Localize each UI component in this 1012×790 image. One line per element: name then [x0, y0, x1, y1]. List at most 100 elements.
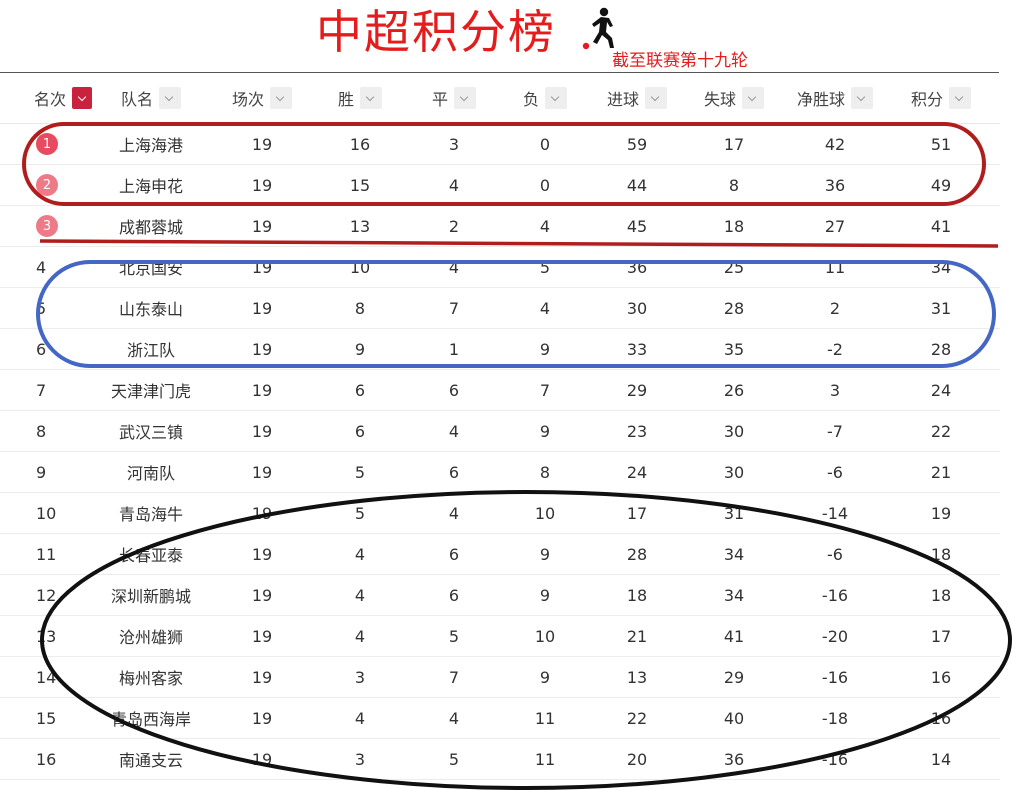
cell-lost: 4 [539, 216, 551, 236]
cell-goals-for: 18 [626, 585, 648, 605]
cell-goal-diff: 27 [824, 216, 846, 236]
column-header-goals-for[interactable]: 进球 [589, 73, 685, 123]
column-header-goal-diff[interactable]: 净胜球 [784, 73, 886, 123]
cell-won: 13 [349, 216, 371, 236]
standings-table: 名次 队名 场次 胜 平 负 进球 失球 [0, 73, 1000, 780]
cell-points: 34 [930, 257, 952, 277]
cell-goals-for: 23 [626, 421, 648, 441]
cell-goals-for: 24 [626, 462, 648, 482]
cell-rank: 14 [36, 667, 57, 687]
sort-dropdown-icon[interactable] [949, 87, 971, 109]
column-header-lost[interactable]: 负 [497, 73, 593, 123]
cell-goal-diff: 36 [824, 175, 846, 195]
table-row[interactable]: 7 天津津门虎 19 6 6 7 29 26 3 24 [0, 370, 1000, 411]
cell-lost: 8 [539, 462, 551, 482]
column-header-goals-against[interactable]: 失球 [686, 73, 782, 123]
cell-points: 21 [930, 462, 952, 482]
cell-goals-against: 30 [723, 421, 745, 441]
table-row[interactable]: 14 梅州客家 19 3 7 9 13 29 -16 16 [0, 657, 1000, 698]
cell-rank: 4 [36, 257, 47, 277]
table-row[interactable]: 1 上海海港 19 16 3 0 59 17 42 51 [0, 124, 1000, 165]
table-row[interactable]: 5 山东泰山 19 8 7 4 30 28 2 31 [0, 288, 1000, 329]
cell-drawn: 6 [448, 462, 460, 482]
cell-goal-diff: -16 [821, 585, 849, 605]
cell-goal-diff: -2 [827, 339, 843, 359]
sort-dropdown-icon[interactable] [270, 87, 292, 109]
cell-goal-diff: -16 [821, 667, 849, 687]
cell-team: 成都蓉城 [118, 218, 183, 237]
cell-goals-for: 22 [626, 708, 648, 728]
table-row[interactable]: 11 长春亚泰 19 4 6 9 28 34 -6 18 [0, 534, 1000, 575]
cell-played: 19 [251, 585, 273, 605]
cell-played: 19 [251, 339, 273, 359]
cell-won: 9 [354, 339, 366, 359]
cell-rank: 1 [0, 124, 92, 164]
cell-rank: 10 [36, 503, 57, 523]
cell-goal-diff: -6 [827, 544, 843, 564]
sort-dropdown-icon[interactable] [72, 87, 92, 109]
cell-team: 青岛西海岸 [110, 710, 191, 729]
table-row[interactable]: 3 成都蓉城 19 13 2 4 45 18 27 41 [0, 206, 1000, 247]
sort-dropdown-icon[interactable] [742, 87, 764, 109]
cell-goals-for: 45 [626, 216, 648, 236]
column-header-points[interactable]: 积分 [892, 73, 990, 123]
cell-played: 19 [251, 708, 273, 728]
season-round-subtitle: 截至联赛第十九轮 [612, 51, 748, 71]
cell-goals-against: 18 [723, 216, 745, 236]
cell-drawn: 4 [448, 708, 460, 728]
cell-points: 24 [930, 380, 952, 400]
cell-won: 15 [349, 175, 371, 195]
cell-goals-against: 29 [723, 667, 745, 687]
cell-rank: 11 [36, 544, 57, 564]
sort-dropdown-icon[interactable] [360, 87, 382, 109]
column-header-played[interactable]: 场次 [214, 73, 310, 123]
table-row[interactable]: 6 浙江队 19 9 1 9 33 35 -2 28 [0, 329, 1000, 370]
cell-goal-diff: -16 [821, 749, 849, 769]
sort-dropdown-icon[interactable] [545, 87, 567, 109]
cell-played: 19 [251, 503, 273, 523]
cell-points: 41 [930, 216, 952, 236]
cell-team: 河南队 [126, 464, 175, 483]
cell-goal-diff: -14 [821, 503, 849, 523]
cell-lost: 10 [534, 626, 556, 646]
table-row[interactable]: 13 沧州雄狮 19 4 5 10 21 41 -20 17 [0, 616, 1000, 657]
cell-goals-against: 34 [723, 544, 745, 564]
cell-rank: 2 [0, 165, 92, 205]
table-row[interactable]: 16 南通支云 19 3 5 11 20 36 -16 14 [0, 739, 1000, 780]
sort-dropdown-icon[interactable] [851, 87, 873, 109]
column-header-won[interactable]: 胜 [312, 73, 408, 123]
table-row[interactable]: 9 河南队 19 5 6 8 24 30 -6 21 [0, 452, 1000, 493]
cell-team: 武汉三镇 [118, 423, 183, 442]
table-row[interactable]: 4 北京国安 19 10 4 5 36 25 11 34 [0, 247, 1000, 288]
cell-drawn: 4 [448, 503, 460, 523]
column-header-points-label: 积分 [910, 90, 943, 109]
table-row[interactable]: 12 深圳新鹏城 19 4 6 9 18 34 -16 18 [0, 575, 1000, 616]
sort-dropdown-icon[interactable] [454, 87, 476, 109]
table-row[interactable]: 2 上海申花 19 15 4 0 44 8 36 49 [0, 165, 1000, 206]
cell-played: 19 [251, 380, 273, 400]
table-row[interactable]: 15 青岛西海岸 19 4 4 11 22 40 -18 16 [0, 698, 1000, 739]
column-header-rank-label: 名次 [34, 90, 67, 109]
cell-lost: 5 [539, 257, 551, 277]
cell-rank: 13 [36, 626, 57, 646]
cell-drawn: 7 [448, 667, 460, 687]
cell-won: 5 [354, 503, 366, 523]
cell-points: 17 [930, 626, 952, 646]
cell-goal-diff: -7 [827, 421, 843, 441]
cell-points: 22 [930, 421, 952, 441]
column-header-rank[interactable]: 名次 [0, 73, 92, 123]
cell-rank: 5 [36, 298, 47, 318]
sort-dropdown-icon[interactable] [645, 87, 667, 109]
table-row[interactable]: 10 青岛海牛 19 5 4 10 17 31 -14 19 [0, 493, 1000, 534]
table-row[interactable]: 8 武汉三镇 19 6 4 9 23 30 -7 22 [0, 411, 1000, 452]
cell-drawn: 6 [448, 585, 460, 605]
column-header-drawn[interactable]: 平 [406, 73, 502, 123]
cell-goals-against: 26 [723, 380, 745, 400]
cell-team: 梅州客家 [118, 669, 183, 688]
cell-goals-for: 29 [626, 380, 648, 400]
cell-won: 4 [354, 708, 366, 728]
column-header-team[interactable]: 队名 [92, 73, 210, 123]
sort-dropdown-icon[interactable] [159, 87, 181, 109]
cell-team: 沧州雄狮 [118, 628, 183, 647]
column-header-goals-against-label: 失球 [703, 90, 736, 109]
